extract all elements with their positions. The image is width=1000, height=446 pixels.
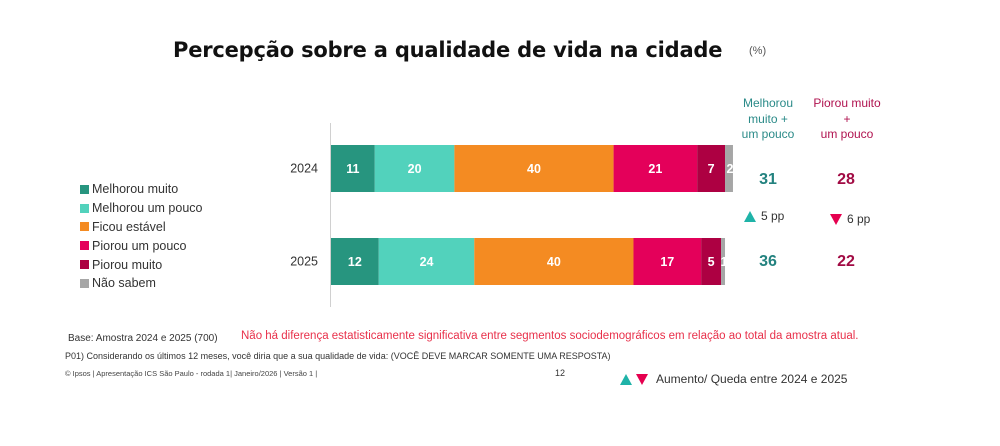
bar-segment: [454, 145, 614, 192]
positive-delta: 5 pp: [744, 209, 784, 223]
legend-label: Melhorou um pouco: [92, 201, 203, 216]
bar-segment: [331, 145, 375, 192]
legend-item: Não sabem: [80, 274, 202, 293]
legend-swatch: [80, 222, 89, 232]
bar-value-label: 40: [547, 255, 561, 269]
delta-legend-label: Aumento/ Queda entre 2024 e 2025: [656, 372, 848, 386]
base-note: Base: Amostra 2024 e 2025 (700): [68, 333, 218, 344]
positive-total-2025: 36: [759, 253, 777, 270]
bar-segment: [633, 238, 702, 285]
legend-swatch: [80, 203, 89, 213]
legend-swatch: [80, 260, 89, 270]
bar-value-label: 7: [708, 162, 715, 176]
legend-swatch: [80, 278, 89, 288]
significance-note: Não há diferença estatisticamente signif…: [241, 330, 859, 342]
bar-value-label: 21: [648, 162, 662, 176]
bar-value-label: 17: [660, 255, 674, 269]
bar-value-label: 11: [346, 162, 359, 176]
bar-segment: [331, 238, 379, 285]
header-line: Piorou muito: [813, 96, 881, 110]
header-line: +: [843, 111, 851, 126]
header-line: um pouco: [741, 127, 795, 141]
positive-summary-header: Melhorou muito + um pouco: [735, 96, 801, 143]
negative-delta: 6 pp: [830, 212, 870, 226]
bar-segment: [697, 145, 726, 192]
negative-total-2024: 28: [837, 171, 855, 188]
legend-item: Melhorou muito: [80, 180, 202, 199]
increase-triangle-icon: [744, 210, 756, 222]
bar-segment: [725, 145, 733, 192]
legend-item: Piorou um pouco: [80, 236, 202, 255]
bar-value-label: 12: [348, 255, 362, 269]
bar-segment: [613, 145, 698, 192]
header-line: Melhorou: [742, 96, 794, 110]
legend: Melhorou muito Melhorou um pouco Ficou e…: [80, 180, 202, 293]
title-unit: (%): [749, 45, 767, 57]
bar-segment: [474, 238, 634, 285]
legend-label: Melhorou muito: [92, 182, 179, 197]
bar-segment: [374, 145, 455, 192]
bar-segment: [378, 238, 475, 285]
bar-segment: [701, 238, 722, 285]
delta-legend: Aumento/ Queda entre 2024 e 2025: [620, 372, 847, 386]
decrease-triangle-icon: [830, 213, 842, 225]
bar-value-label: 24: [420, 255, 434, 269]
legend-item: Piorou muito: [80, 255, 202, 274]
decrease-triangle-icon: [636, 373, 648, 385]
category-label-2025: 2025: [290, 255, 318, 269]
negative-summary-header: Piorou muito + um pouco: [802, 96, 892, 143]
bar-segment: [721, 238, 726, 285]
category-label-2024: 2024: [290, 162, 318, 176]
legend-swatch: [80, 184, 89, 194]
legend-item: Ficou estável: [80, 218, 202, 237]
header-line: muito +: [748, 111, 788, 126]
negative-total-2025: 22: [837, 253, 855, 270]
bar-value-label: 20: [408, 162, 422, 176]
bar-value-label: 2: [727, 162, 734, 176]
footer-text: © Ipsos | Apresentação ICS São Paulo - r…: [65, 369, 318, 378]
negative-delta-value: 6 pp: [847, 212, 871, 226]
page-number: 12: [555, 368, 566, 378]
legend-label: Piorou um pouco: [92, 238, 187, 253]
header-line: um pouco: [820, 127, 874, 141]
legend-label: Não sabem: [92, 276, 156, 291]
legend-swatch: [80, 241, 89, 251]
question-text: P01) Considerando os últimos 12 meses, v…: [65, 351, 611, 361]
legend-label: Ficou estável: [92, 219, 166, 234]
positive-delta-value: 5 pp: [761, 209, 785, 223]
bar-value-label: 5: [708, 255, 715, 269]
increase-triangle-icon: [620, 373, 632, 385]
legend-label: Piorou muito: [92, 257, 163, 272]
chart-title: Percepção sobre a qualidade de vida na c…: [173, 38, 723, 62]
bar-value-label: 1: [721, 255, 728, 269]
legend-item: Melhorou um pouco: [80, 199, 202, 218]
bar-value-label: 40: [527, 162, 541, 176]
positive-total-2024: 31: [759, 171, 777, 188]
